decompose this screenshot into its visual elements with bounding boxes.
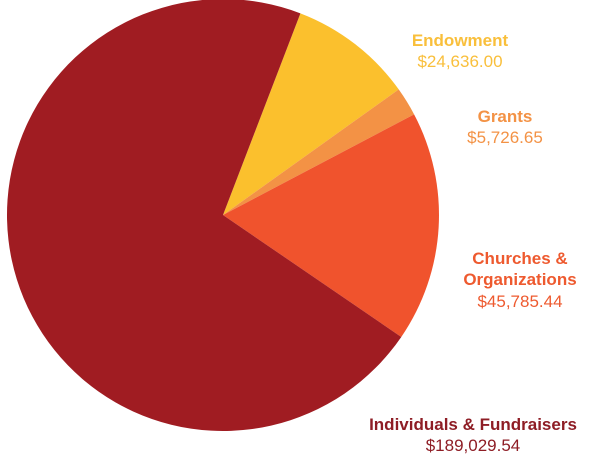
slice-endowment <box>223 13 399 215</box>
label-churches-name-line1: Churches & <box>472 249 568 268</box>
slice-grants <box>223 89 415 215</box>
label-churches-name-line2: Organizations <box>463 270 577 290</box>
label-churches-organizations: Churches & Organizations $45,785.44 <box>445 248 595 312</box>
label-individuals-fundraisers: Individuals & Fundraisers $189,029.54 <box>348 414 598 457</box>
label-grants: Grants $5,726.65 <box>425 106 585 149</box>
label-individuals-name: Individuals & Fundraisers <box>369 415 577 434</box>
label-endowment-value: $24,636.00 <box>417 52 503 72</box>
label-endowment: Endowment $24,636.00 <box>380 30 540 73</box>
label-endowment-name: Endowment <box>411 31 509 50</box>
slice-individuals-fundraisers <box>7 0 402 431</box>
label-churches-value: $45,785.44 <box>477 291 563 311</box>
label-grants-name: Grants <box>477 107 533 126</box>
slice-churches-organizations <box>223 114 439 337</box>
label-individuals-value: $189,029.54 <box>425 436 521 456</box>
label-grants-value: $5,726.65 <box>467 128 543 148</box>
